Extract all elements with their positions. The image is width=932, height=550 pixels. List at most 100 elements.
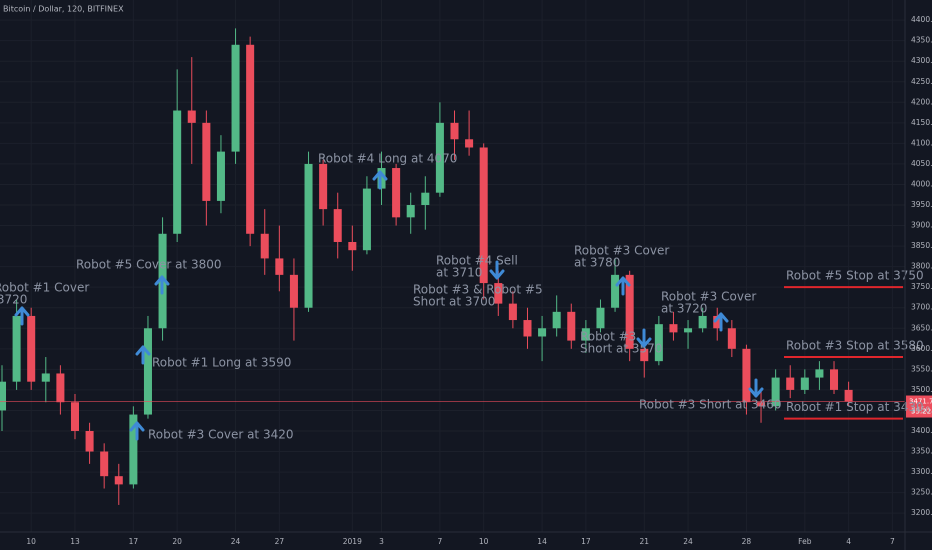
countdown-label: 33:22 (911, 408, 931, 416)
candle-body (260, 233, 269, 259)
candle-body (771, 377, 780, 407)
candle-body (406, 205, 415, 218)
y-tick-label: 3350.0 (911, 447, 932, 456)
y-tick-label: 3450.0 (911, 405, 932, 414)
stop-label: Robot #1 Stop at 3430 (786, 400, 924, 414)
candle-body (0, 381, 7, 411)
annotation-label: Short at 3570 (580, 342, 662, 356)
y-tick-label: 4300.0 (911, 56, 932, 65)
candle-body (85, 430, 94, 452)
annotation-label: Robot #1 Long at 3590 (152, 356, 291, 370)
candle-body (815, 369, 824, 378)
y-tick-label: 3850.0 (911, 241, 932, 250)
x-tick-label: 21 (639, 537, 649, 546)
y-tick-label: 4200.0 (911, 97, 932, 106)
candle-body (319, 163, 328, 210)
y-tick-label: 3600.0 (911, 344, 932, 353)
candle-body (114, 476, 123, 485)
candle-body (654, 324, 663, 362)
candle-body (275, 258, 284, 275)
candle-body (289, 274, 298, 308)
x-tick-label: 20 (172, 537, 182, 546)
candle-body (742, 348, 751, 403)
last-price-tag (906, 395, 932, 418)
candle-body (830, 369, 839, 390)
annotation-arrow (615, 276, 631, 296)
candle-body (333, 209, 342, 242)
y-tick-label: 3250.0 (911, 488, 932, 497)
chart-title: Bitcoin / Dollar, 120, BITFINEX (3, 5, 124, 14)
y-tick-label: 3550.0 (911, 364, 932, 373)
last-price-label: 3471.7 (909, 398, 932, 406)
candle-body (844, 389, 853, 402)
candle-body (523, 320, 532, 337)
annotation-label: Short at 3700 (413, 295, 495, 309)
candle-body (538, 328, 547, 337)
annotation-arrow (372, 170, 388, 190)
x-tick-label: 7 (438, 537, 443, 546)
overlays: 3471.7 33:22 Robot #5 Stop at 3750 Robot #3… (0, 152, 932, 442)
y-tick-label: 4250.0 (911, 77, 932, 86)
y-tick-label: 4150.0 (911, 118, 932, 127)
x-tick-label: 3 (379, 537, 384, 546)
y-tick-label: 3200.0 (911, 508, 932, 517)
candle-body (435, 122, 444, 193)
candle-body (304, 163, 313, 308)
x-tick-label: 28 (742, 537, 752, 546)
candle-body (625, 274, 634, 349)
candle-body (494, 283, 503, 304)
candle-body (479, 147, 488, 284)
y-tick-label: 3650.0 (911, 323, 932, 332)
candle-body (727, 328, 736, 349)
annotation-label: Robot #3 Cover at 3420 (148, 428, 294, 442)
y-tick-label: 4400.0 (911, 15, 932, 24)
candle-body (216, 151, 225, 201)
x-tick-label: 10 (26, 537, 36, 546)
candle-body (27, 315, 36, 382)
y-tick-label: 3750.0 (911, 282, 932, 291)
candle-body (713, 315, 722, 329)
candle-body (362, 188, 371, 251)
candle-body (669, 324, 678, 333)
candle-body (377, 168, 386, 189)
candle-body (41, 373, 50, 382)
candle-body (450, 122, 459, 140)
candle-body (12, 315, 21, 382)
stop-label: Robot #5 Stop at 3750 (786, 269, 924, 283)
annotation-label: Robot #3 Cover (661, 290, 756, 304)
annotation-arrow (14, 306, 30, 326)
x-tick-label: 4 (846, 537, 851, 546)
candle-body (465, 139, 474, 148)
x-tick-label: 2019 (343, 537, 362, 546)
candle-body (143, 328, 152, 415)
candle-body (56, 373, 65, 403)
candle-body (581, 328, 590, 341)
candle-body (421, 192, 430, 206)
candle-body (70, 402, 79, 431)
candle-body (392, 168, 401, 218)
candle-body (698, 315, 707, 329)
candle-body (246, 44, 255, 234)
annotation-label: Robot #1 Cover (0, 281, 89, 295)
candle-body (231, 44, 240, 152)
y-tick-label: 3800.0 (911, 262, 932, 271)
annotation-arrow (489, 260, 505, 280)
annotation-label: at 3720 (0, 293, 27, 307)
x-tick-label: 14 (537, 537, 547, 546)
y-tick-label: 3700.0 (911, 303, 932, 312)
y-tick-label: 4050.0 (911, 159, 932, 168)
candle-body (611, 274, 620, 308)
x-tick-label: 24 (231, 537, 241, 546)
annotation-arrow (129, 421, 145, 441)
x-tick-label: 7 (890, 537, 895, 546)
y-tick-label: 3400.0 (911, 426, 932, 435)
x-tick-label: 17 (581, 537, 591, 546)
y-tick-label: 4000.0 (911, 179, 932, 188)
x-tick-label: 17 (129, 537, 139, 546)
annotation-label: at 3710 (436, 266, 482, 280)
annotation-label: at 3780 (574, 256, 620, 270)
candle-body (173, 110, 182, 234)
annotation-arrow (713, 312, 729, 332)
